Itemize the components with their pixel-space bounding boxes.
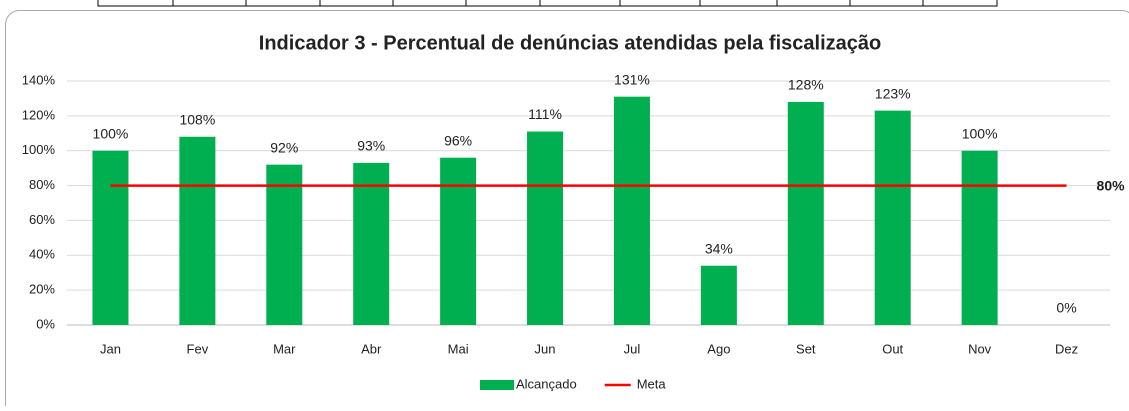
value-label: 128% (788, 77, 824, 93)
x-tick-label: Fev (187, 341, 209, 356)
bar (179, 137, 215, 325)
value-label: 34% (705, 240, 733, 256)
y-tick-label: 80% (29, 177, 55, 192)
value-label: 0% (1056, 300, 1076, 316)
legend-label: Meta (637, 376, 667, 391)
bar (701, 266, 737, 325)
y-tick-label: 40% (29, 247, 55, 262)
legend-swatch (480, 380, 514, 390)
x-tick-label: Nov (968, 341, 992, 356)
y-tick-label: 20% (29, 282, 55, 297)
y-tick-label: 140% (22, 72, 56, 87)
value-label: 96% (444, 132, 472, 148)
x-tick-label: Set (796, 341, 816, 356)
x-tick-label: Ago (707, 341, 730, 356)
x-tick-label: Jan (100, 341, 121, 356)
bar (788, 102, 824, 325)
value-label: 123% (875, 85, 911, 101)
value-label: 111% (528, 106, 562, 122)
x-tick-label: Dez (1055, 341, 1078, 356)
bar (92, 151, 128, 325)
bar (614, 97, 650, 325)
x-tick-label: Jun (535, 341, 556, 356)
table-fragment (98, 0, 997, 6)
y-tick-label: 0% (36, 316, 55, 331)
x-tick-label: Out (882, 341, 903, 356)
bar (353, 163, 389, 325)
bar (962, 151, 998, 325)
value-label: 80% (1097, 177, 1126, 193)
y-tick-label: 100% (22, 142, 56, 157)
bar (527, 132, 563, 325)
value-label: 92% (270, 139, 298, 155)
y-tick-label: 60% (29, 212, 55, 227)
value-label: 108% (179, 111, 215, 127)
x-tick-label: Abr (361, 341, 382, 356)
value-label: 100% (962, 125, 998, 141)
bar (266, 165, 302, 325)
chart-frame (6, 11, 1129, 407)
y-tick-label: 120% (22, 107, 56, 122)
value-label: 131% (614, 71, 650, 87)
value-label: 100% (93, 125, 129, 141)
bar (875, 111, 911, 325)
chart-title: Indicador 3 - Percentual de denúncias at… (259, 32, 881, 54)
x-tick-label: Mar (273, 341, 296, 356)
value-label: 93% (357, 138, 385, 154)
x-tick-label: Mai (448, 341, 469, 356)
legend-label: Alcançado (516, 376, 577, 391)
bar (440, 158, 476, 325)
x-tick-label: Jul (624, 341, 641, 356)
